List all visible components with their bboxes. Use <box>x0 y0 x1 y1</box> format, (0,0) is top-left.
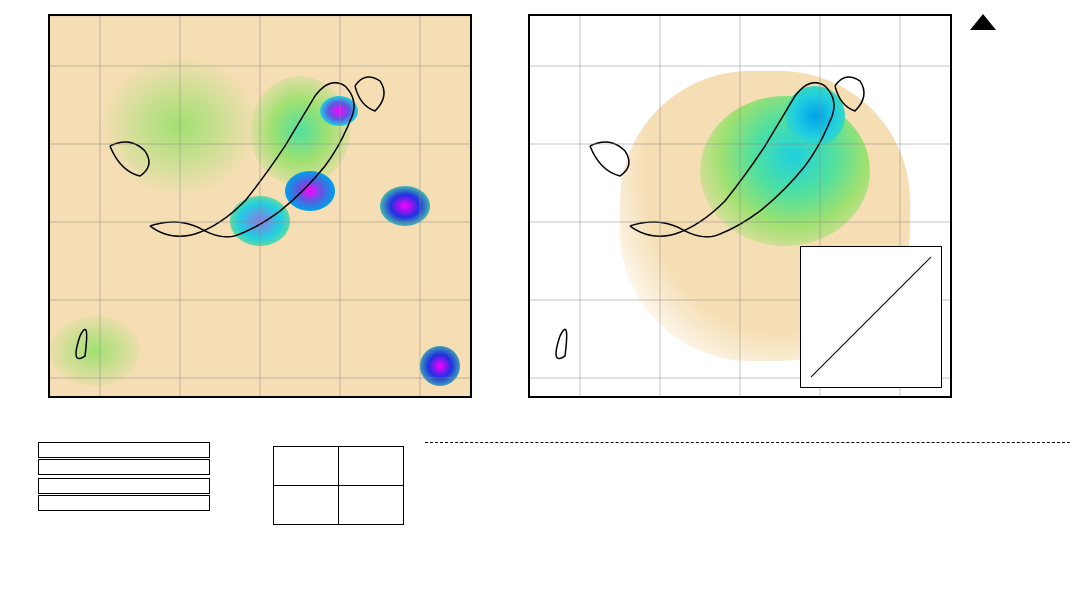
colorbar-arrow-icon <box>970 14 996 30</box>
left-map-panel <box>10 10 470 420</box>
stats-divider <box>425 442 1070 443</box>
colorbar <box>970 30 996 410</box>
inset-scatter <box>800 246 942 388</box>
gridlines <box>50 16 470 396</box>
totalrain-obs-bar <box>38 495 210 511</box>
stats-panel <box>425 440 1070 525</box>
contingency-panel <box>245 446 410 525</box>
cont-cell <box>274 447 339 486</box>
right-map-panel <box>490 10 950 420</box>
maps-row <box>10 10 1070 420</box>
cont-cell <box>339 447 404 486</box>
cont-cell <box>339 486 404 525</box>
cont-cell <box>274 486 339 525</box>
fraction-panel <box>10 440 230 525</box>
occurrence-obs-bar <box>38 459 210 475</box>
occurrence-est-bar <box>38 442 210 458</box>
totalrain-est-bar <box>38 478 210 494</box>
right-map <box>528 14 952 398</box>
left-map <box>48 14 472 398</box>
bottom-row <box>10 440 1070 525</box>
contingency-table <box>273 446 404 525</box>
